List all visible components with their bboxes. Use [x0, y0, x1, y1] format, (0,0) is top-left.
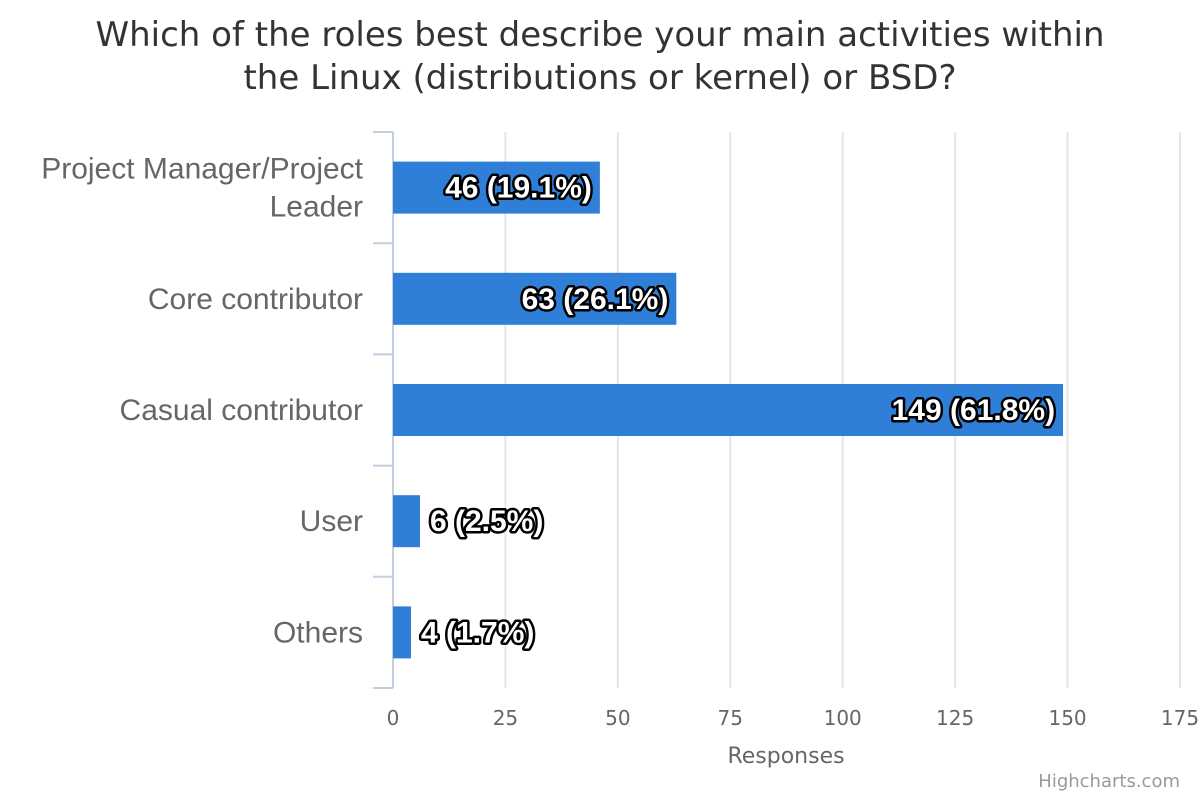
category-label-line: User: [300, 505, 363, 538]
category-axis: [373, 131, 394, 689]
value-axis-ticks: 0 25 50 75 100 125 150 175: [387, 706, 1199, 730]
value-axis-tick-label: 150: [1048, 706, 1086, 730]
category-label: Project Manager/Project Leader: [41, 153, 363, 224]
category-labels: Project Manager/Project Leader Core contri…: [41, 153, 363, 650]
bar: [393, 606, 411, 659]
value-axis-tick-label: 100: [824, 706, 862, 730]
bar: [393, 272, 677, 325]
bar: [393, 161, 600, 214]
data-label: 4 (1.7%): [421, 616, 534, 649]
data-label: 6 (2.5%): [430, 505, 543, 538]
chart-title: Which of the roles best describe your ma…: [0, 14, 1200, 100]
category-label: Others: [273, 616, 363, 649]
category-label-line: Project Manager/Project: [41, 153, 363, 186]
data-label: 46 (19.1%): [445, 172, 592, 205]
data-label: 149 (61.8%): [892, 394, 1055, 427]
bar: [393, 495, 420, 548]
chart-title-line-1: Which of the roles best describe your ma…: [95, 15, 1105, 55]
category-label: Casual contributor: [120, 394, 363, 427]
category-label-line: Core contributor: [148, 283, 363, 316]
value-axis-title: Responses: [727, 744, 844, 769]
value-axis-tick-label: 50: [605, 706, 630, 730]
value-axis-tick-label: 175: [1161, 706, 1199, 730]
value-axis-tick-label: 0: [387, 706, 400, 730]
bar: [393, 384, 1064, 436]
category-label-line: Casual contributor: [120, 394, 363, 427]
category-label-line: Leader: [270, 191, 363, 224]
credits-link[interactable]: Highcharts.com: [1038, 771, 1180, 792]
value-axis-tick-label: 125: [936, 706, 974, 730]
value-axis-tick-label: 25: [493, 706, 518, 730]
category-label-line: Others: [273, 616, 363, 649]
bar-series: [393, 161, 1064, 659]
category-label: Core contributor: [148, 283, 363, 316]
data-label: 63 (26.1%): [522, 283, 669, 316]
data-labels: 46 (19.1%) 63 (26.1%) 149 (61.8%) 6 (2.5%) 4…: [418, 169, 1057, 652]
chart-title-line-2: the Linux (distributions or kernel) or B…: [243, 58, 957, 98]
value-axis-tick-label: 75: [718, 706, 743, 730]
category-label: User: [300, 505, 363, 538]
